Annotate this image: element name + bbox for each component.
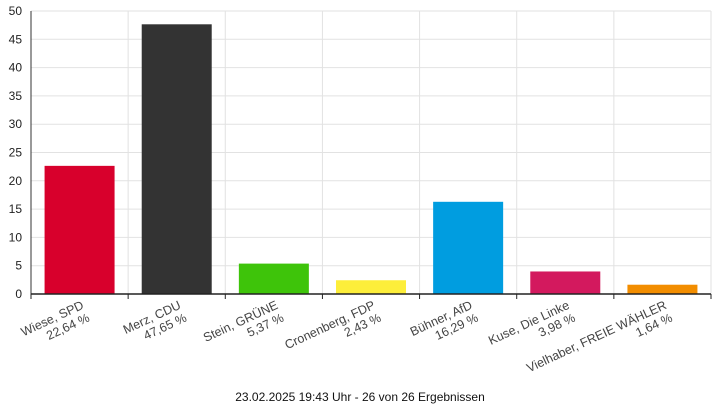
x-category-label: Bühner, AfD16,29 % [408, 298, 480, 352]
result-status-footer: 23.02.2025 19:43 Uhr - 26 von 26 Ergebni… [235, 390, 485, 404]
axis-layer [30, 11, 712, 299]
y-tick-label: 40 [9, 61, 23, 75]
grid-layer [30, 10, 712, 294]
y-tick-label: 15 [9, 202, 23, 216]
y-tick-label: 20 [9, 174, 23, 188]
x-category-label: Merz, CDU47,65 % [121, 298, 189, 349]
y-tick-label: 50 [9, 4, 23, 18]
y-tick-label: 5 [15, 259, 22, 273]
x-category-label: Cronenberg, FDP2,43 % [283, 298, 384, 365]
bar[interactable] [141, 24, 212, 295]
bar-layer [44, 24, 698, 295]
y-tick-label: 10 [9, 230, 23, 244]
x-category-label: Stein, GRÜNE5,37 % [201, 298, 286, 357]
bar[interactable] [627, 284, 698, 294]
bar[interactable] [336, 280, 406, 294]
y-tick-label: 30 [9, 117, 23, 131]
bar[interactable] [530, 271, 601, 294]
y-tick-label: 45 [9, 32, 23, 46]
y-tick-label: 35 [9, 89, 23, 103]
bar-chart: 0 5 10 15 20 25 30 35 40 45 50 Wiese, SPD22,64 % Mer… [9, 4, 712, 375]
bar[interactable] [44, 165, 115, 294]
bar[interactable] [238, 263, 309, 294]
y-tick-label: 25 [9, 146, 23, 160]
bar[interactable] [433, 201, 504, 294]
y-tick-label: 0 [15, 287, 22, 301]
x-category-label: Wiese, SPD22,64 % [19, 298, 92, 352]
